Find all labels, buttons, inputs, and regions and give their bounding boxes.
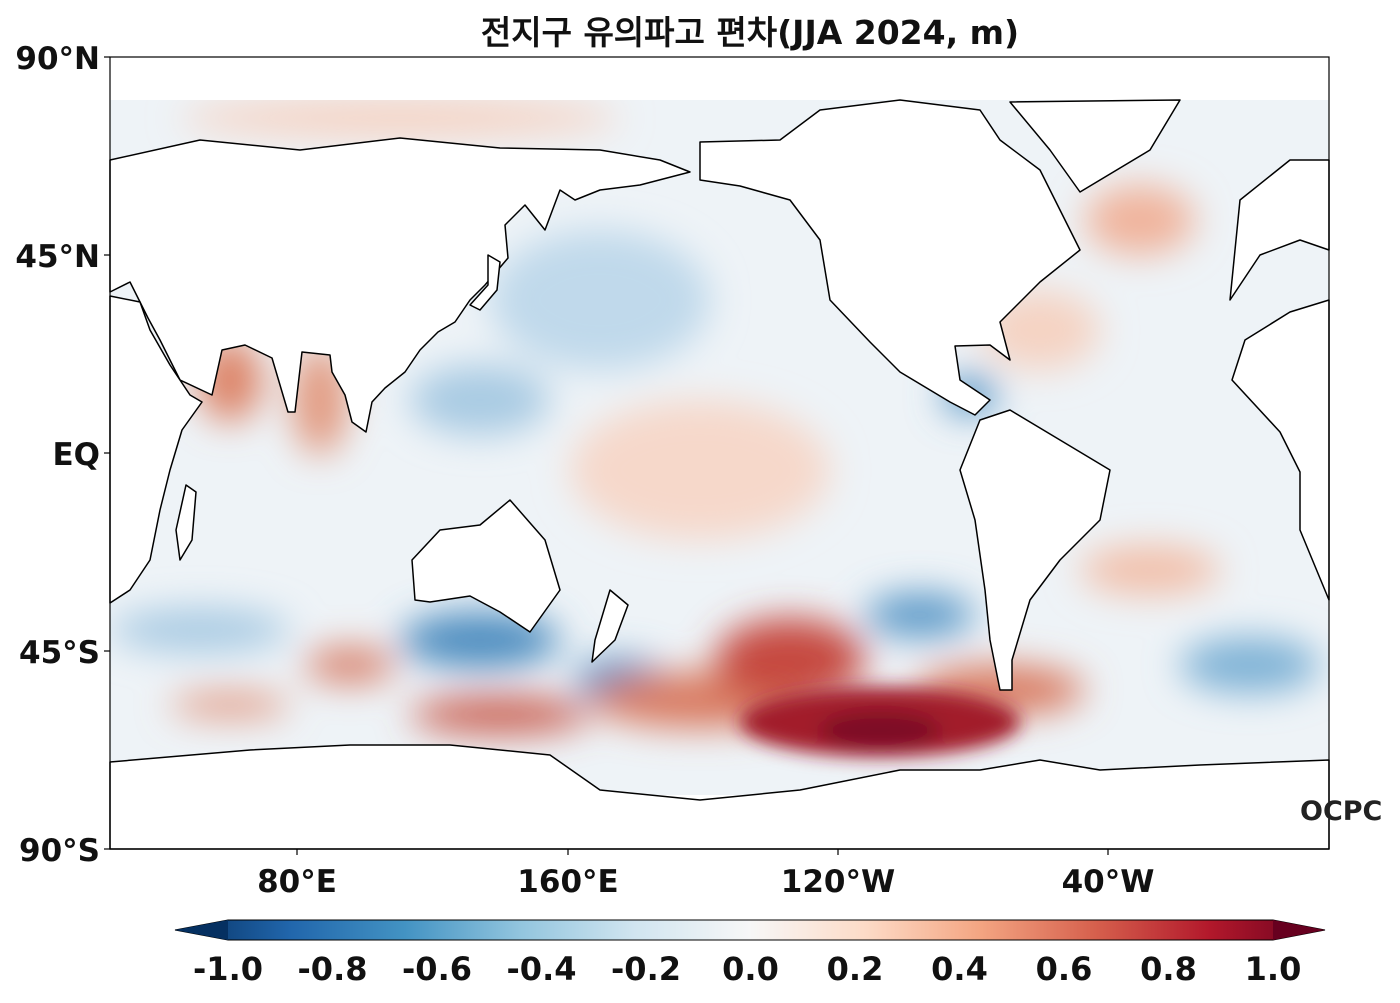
colorbar-tick-label: 0.8 bbox=[1140, 950, 1197, 988]
colorbar-tick-label: 0.2 bbox=[826, 950, 884, 988]
greenland bbox=[1009, 99, 1181, 193]
lat-label-90s: 90°S bbox=[19, 833, 100, 869]
new-zealand bbox=[591, 589, 629, 663]
anomaly-field bbox=[110, 100, 1329, 795]
europe bbox=[1229, 159, 1330, 301]
japan bbox=[469, 254, 501, 311]
lon-label-40w: 40°W bbox=[1061, 864, 1155, 900]
lat-label-45n: 45°N bbox=[15, 239, 100, 275]
colorbar-tick-label: -1.0 bbox=[193, 950, 263, 988]
africa-west bbox=[1231, 299, 1330, 601]
lon-label-120w: 120°W bbox=[780, 864, 896, 900]
lat-label-eq: EQ bbox=[52, 437, 100, 473]
colorbar-tick-label: -0.2 bbox=[611, 950, 681, 988]
lon-label-160e: 160°E bbox=[517, 864, 619, 900]
lat-label-45s: 45°S bbox=[19, 635, 100, 671]
colorbar-tick-label: -0.4 bbox=[506, 950, 577, 988]
continents bbox=[109, 99, 1330, 850]
madagascar bbox=[175, 484, 197, 561]
colorbar-tick-label: 0.4 bbox=[931, 950, 988, 988]
colorbar-tick-label: 0.6 bbox=[1035, 950, 1093, 988]
colorbar-tick-label: -0.8 bbox=[297, 950, 368, 988]
colorbar bbox=[174, 919, 1326, 941]
colorbar-tick-label: 1.0 bbox=[1244, 950, 1302, 988]
ocpc-logo: OCPC bbox=[1300, 796, 1383, 827]
eurasia bbox=[109, 137, 691, 433]
africa bbox=[109, 295, 203, 604]
north-america bbox=[699, 99, 1081, 416]
map-title: 전지구 유의파고 편차(JJA 2024, m) bbox=[480, 13, 1020, 52]
lat-label-90n: 90°N bbox=[15, 41, 100, 77]
colorbar-tick-label: -0.6 bbox=[402, 950, 472, 988]
axis-ticks bbox=[104, 56, 1109, 855]
colorbar-tick-label: 0.0 bbox=[722, 950, 779, 988]
south-america bbox=[959, 409, 1111, 691]
australia bbox=[411, 499, 561, 633]
lon-label-80e: 80°E bbox=[257, 864, 337, 900]
